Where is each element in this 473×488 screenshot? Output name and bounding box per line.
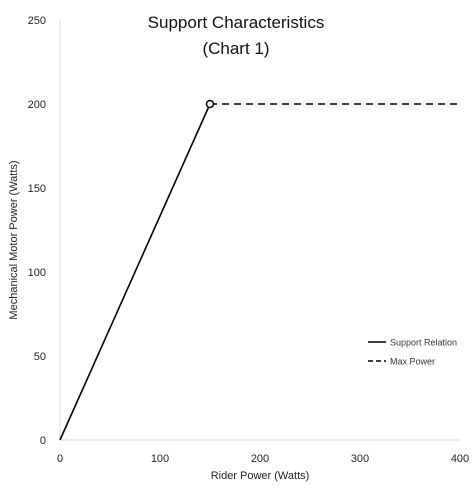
x-tick-label: 300: [351, 453, 369, 465]
x-tick-label: 400: [451, 453, 469, 465]
y-axis-title: Mechanical Motor Power (Watts): [8, 160, 20, 319]
chart-title: Support Characteristics: [148, 13, 325, 32]
x-tick-label: 0: [57, 453, 63, 465]
legend-label-support-relation: Support Relation: [390, 338, 457, 348]
chart-subtitle: (Chart 1): [202, 39, 269, 58]
y-tick-label: 100: [28, 267, 46, 279]
y-tick-label: 200: [28, 99, 46, 111]
x-axis-title: Rider Power (Watts): [211, 470, 310, 482]
x-tick-label: 100: [151, 453, 169, 465]
legend-label-max-power: Max Power: [390, 357, 435, 367]
y-tick-label: 50: [34, 351, 46, 363]
y-tick-label: 0: [40, 435, 46, 447]
y-tick-label: 250: [28, 15, 46, 27]
y-tick-label: 150: [28, 183, 46, 195]
plot-layer: 0 100 200 300 400 0 50 100 150 200 250 Rider Power …: [8, 13, 469, 482]
series-line-support-relation: [59, 103, 211, 441]
data-point-marker: [205, 99, 215, 109]
x-tick-label: 200: [251, 453, 269, 465]
